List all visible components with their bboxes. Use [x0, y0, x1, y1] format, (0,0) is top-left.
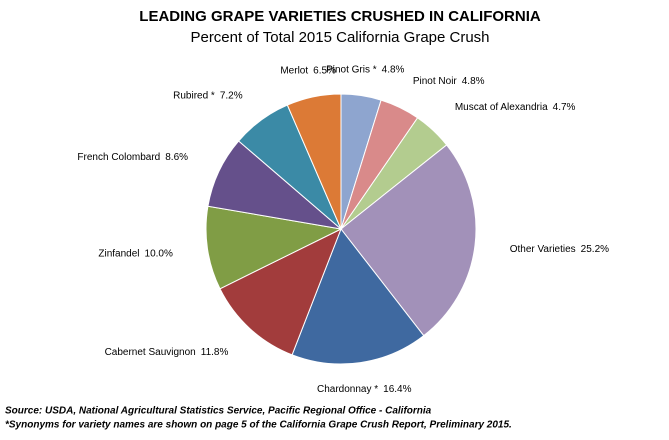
pie-slice [291, 227, 425, 365]
slice-label: Pinot Gris * 4.8% [326, 64, 404, 75]
value-label: 4.8% [382, 64, 405, 75]
category-label: Pinot Noir [413, 76, 458, 87]
slice-label: Muscat of Alexandria 4.7% [455, 102, 576, 113]
slice-label: Zinfandel 10.0% [98, 248, 173, 259]
value-label: 4.7% [553, 102, 576, 113]
category-label: Zinfandel [98, 248, 139, 259]
value-label: 10.0% [145, 248, 173, 259]
value-label: 7.2% [220, 90, 243, 101]
chart-subtitle: Percent of Total 2015 California Grape C… [190, 29, 489, 46]
category-label: Cabernet Sauvignon [105, 347, 196, 358]
source: Source: USDA, National Agricultural Stat… [5, 406, 432, 417]
pie-slice [219, 227, 342, 356]
value-label: 8.6% [165, 152, 188, 163]
category-label: Muscat of Alexandria [455, 102, 548, 113]
slice-label: Cabernet Sauvignon 11.8% [105, 347, 229, 358]
value-label: 6.5% [313, 65, 336, 76]
value-label: 4.8% [462, 76, 485, 87]
value-label: 16.4% [383, 383, 411, 394]
category-label: Chardonnay * [317, 383, 378, 394]
pie-slice [205, 205, 343, 290]
slice-label: Other Varieties 25.2% [510, 244, 609, 255]
slice-label: Chardonnay * 16.4% [317, 383, 412, 394]
category-label: Pinot Gris * [326, 64, 377, 75]
category-label: French Colombard [77, 152, 160, 163]
pie-slice [286, 93, 342, 230]
category-label: Rubired * [173, 90, 215, 101]
slice-label: Pinot Noir 4.8% [413, 76, 485, 87]
category-label: Merlot [280, 65, 308, 76]
slice-label: Merlot 6.5% [280, 65, 336, 76]
slice-label: French Colombard 8.6% [77, 152, 188, 163]
chart-title: LEADING GRAPE VARIETIES CRUSHED IN CALIF… [139, 8, 541, 25]
value-label: 25.2% [581, 244, 609, 255]
slice-label: Rubired * 7.2% [173, 90, 243, 101]
value-label: 11.8% [201, 347, 229, 358]
pie-slice [340, 144, 477, 337]
footnote: *Synonyms for variety names are shown on… [5, 420, 512, 431]
category-label: Other Varieties [510, 244, 576, 255]
